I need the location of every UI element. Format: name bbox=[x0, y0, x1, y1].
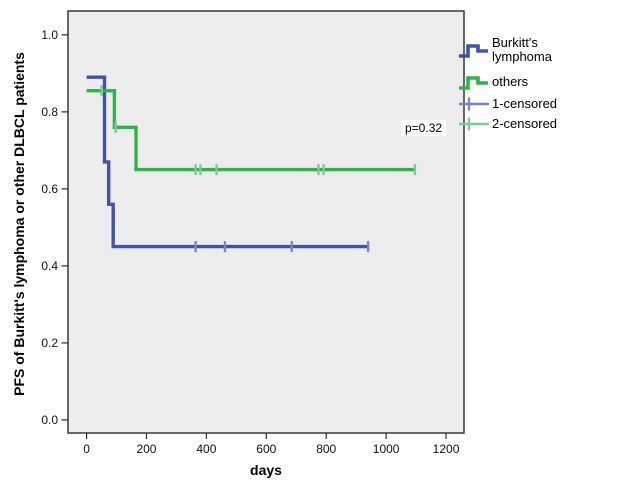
y-axis-title: PFS of Burkitt's lymphoma or other DLBCL… bbox=[11, 52, 27, 396]
legend-label: Burkitt's lymphoma bbox=[492, 35, 552, 64]
censor-plus-icon bbox=[459, 117, 489, 131]
censor-plus-icon bbox=[459, 97, 489, 111]
step-line-icon bbox=[459, 44, 488, 58]
x-tick-label: 800 bbox=[316, 442, 336, 456]
legend: Burkitt's lymphoma others 1-censored 2-c… bbox=[458, 36, 620, 136]
legend-item-1-censored: 1-censored bbox=[458, 96, 620, 112]
y-tick-label: 0.0 bbox=[41, 413, 58, 427]
others-curve bbox=[86, 88, 415, 172]
y-tick-label: 0.8 bbox=[41, 105, 58, 119]
x-tick-label: 400 bbox=[196, 442, 216, 456]
legend-label: 1-censored bbox=[492, 96, 558, 111]
y-tick-label: 0.2 bbox=[41, 336, 58, 350]
x-axis-title: days bbox=[250, 462, 282, 478]
y-tick-label: 0.6 bbox=[41, 182, 58, 196]
x-tick-label: 0 bbox=[83, 442, 90, 456]
x-tick-label: 200 bbox=[136, 442, 156, 456]
y-tick-label: 0.4 bbox=[41, 259, 58, 273]
legend-item-others: others bbox=[458, 72, 620, 92]
plot-area bbox=[67, 10, 465, 434]
legend-label: others bbox=[492, 74, 529, 89]
x-tick-label: 1000 bbox=[373, 442, 400, 456]
y-tick-label: 1.0 bbox=[41, 28, 58, 42]
p-value-annotation: p=0.32 bbox=[401, 120, 447, 136]
legend-label: 2-censored bbox=[492, 116, 558, 131]
x-tick-label: 600 bbox=[256, 442, 276, 456]
x-tick-label: 1200 bbox=[433, 442, 460, 456]
step-line-icon bbox=[459, 76, 488, 90]
legend-item-burkitts-lymphoma: Burkitt's lymphoma bbox=[458, 36, 620, 64]
legend-item-2-censored: 2-censored bbox=[458, 116, 620, 132]
